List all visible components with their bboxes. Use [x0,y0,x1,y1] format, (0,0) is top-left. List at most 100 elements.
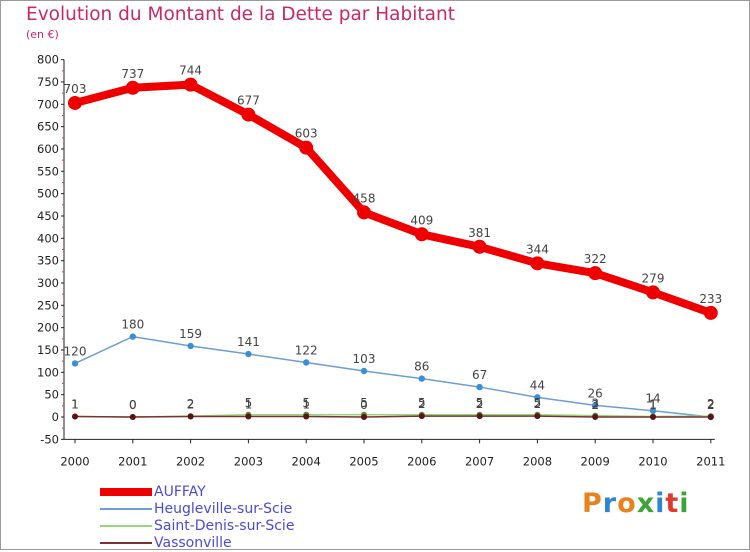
legend-label: Saint-Denis-sur-Scie [154,518,295,534]
y-tick-label: -50 [40,432,59,446]
data-point [534,413,541,420]
y-tick-label: 600 [37,142,59,156]
data-label: 159 [179,327,202,341]
data-point [476,413,483,420]
data-point [72,413,78,420]
legend-swatch [100,508,152,510]
data-label: 5 [418,396,426,410]
data-label: 1 [71,398,79,412]
data-label: 344 [526,242,549,256]
data-label: 1 [245,398,253,412]
x-tick-label: 2008 [523,454,552,468]
logo-letter: r [602,488,618,519]
data-label: 2 [591,398,599,412]
data-label: 141 [237,335,260,349]
y-tick-label: 500 [37,187,59,201]
data-label: 409 [410,213,433,227]
logo-letter: o [617,488,637,519]
y-tick-label: 150 [37,343,59,357]
data-label: 2 [707,398,715,412]
y-tick-label: 50 [44,388,59,402]
data-point [129,414,136,420]
data-label: 744 [179,64,202,78]
data-label: 1 [649,398,657,412]
data-label: 458 [353,191,376,205]
data-label: 5 [245,396,253,410]
y-tick-label: 350 [37,254,59,268]
data-point [129,333,136,340]
y-tick-label: 300 [37,276,59,290]
data-point [303,359,310,366]
data-label: 1 [302,398,310,412]
x-tick-label: 2001 [118,454,147,468]
data-label: 26 [588,386,603,400]
data-label: 279 [642,271,665,285]
legend-swatch [100,542,152,544]
data-point [303,413,310,420]
y-tick-label: 250 [37,298,59,312]
data-label: 5 [360,396,368,410]
x-tick-label: 2004 [292,454,321,468]
data-label: 0 [360,398,368,412]
series-line-vassonville [74,415,712,418]
data-point [241,107,256,122]
x-tick-label: 2009 [581,454,610,468]
data-label: 2 [187,397,195,411]
x-tick-label: 2010 [638,454,667,468]
data-label: 44 [530,378,545,392]
data-label: 86 [414,360,429,374]
data-label: 677 [237,94,260,108]
data-label: 0 [129,398,137,412]
y-tick-label: 0 [52,410,59,424]
y-tick-label: 400 [37,231,59,245]
logo-letter: i [655,488,666,519]
data-point [646,285,660,300]
proxiti-logo: Proxiti [582,488,690,519]
data-point [530,256,545,271]
data-label: 120 [64,344,87,358]
data-point [418,375,425,382]
data-label: 5 [302,396,310,410]
data-point [592,402,599,409]
data-point [414,227,429,242]
data-point [592,414,599,420]
data-point [476,383,483,391]
data-point [534,394,541,401]
data-label: 1 [71,398,79,412]
data-label: 5 [476,396,484,410]
data-point [472,239,487,254]
data-point [650,414,656,420]
legend-swatch [100,488,152,496]
y-tick-label: 450 [37,209,59,223]
data-point [71,360,79,367]
data-label: 2 [418,397,426,411]
logo-letter: x [636,488,656,519]
data-label: 2 [476,397,484,411]
data-point [360,367,368,375]
x-tick-label: 2006 [407,454,436,468]
legend-swatch [100,525,152,527]
data-point [125,80,140,95]
data-label: 381 [468,226,491,240]
x-tick-label: 2002 [176,454,205,468]
data-point [361,414,367,420]
data-point [68,95,82,110]
data-point [649,407,657,414]
x-tick-label: 2011 [696,454,725,468]
data-point [703,305,718,320]
data-point [418,413,425,420]
legend-label: Heugleville-sur-Scie [154,501,293,517]
x-tick-label: 2005 [349,454,378,468]
data-point [183,77,198,92]
data-label: 5 [534,396,542,410]
y-tick-label: 550 [37,164,59,178]
data-label: 0 [129,398,137,412]
data-label: 322 [584,252,607,266]
data-label: 1 [649,398,657,412]
chart-unit-label: (en €) [26,28,59,41]
data-point [357,205,371,220]
data-label: 233 [699,292,722,306]
x-tick-label: 2003 [234,454,263,468]
data-label: 14 [645,392,660,406]
